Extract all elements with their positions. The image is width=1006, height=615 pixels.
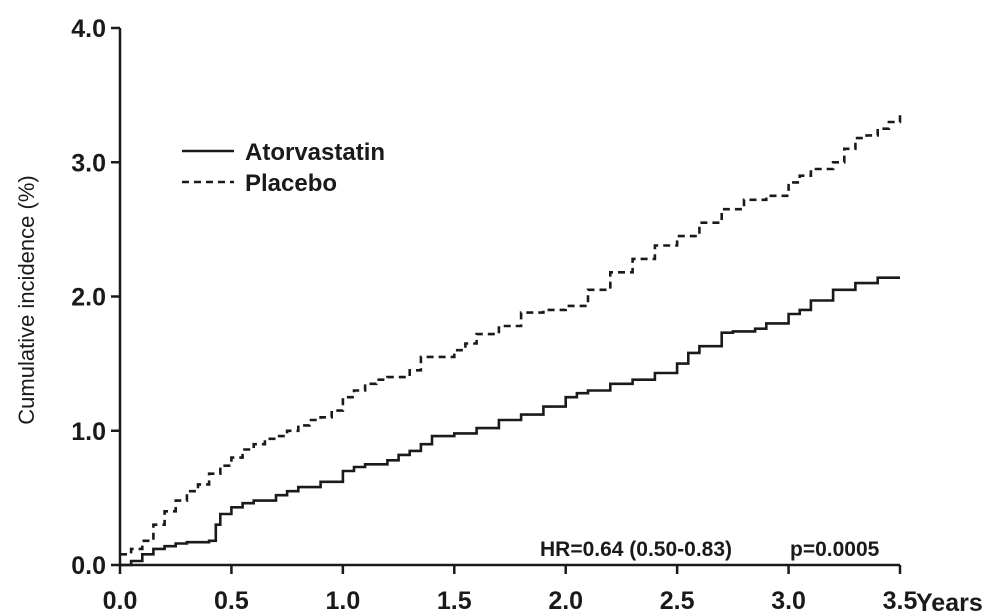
x-tick-label: 0.5: [214, 587, 249, 615]
series-line-placebo: [120, 115, 902, 556]
series-line-atorvastatin: [120, 276, 900, 567]
x-tick-label: 2.0: [548, 587, 583, 615]
y-tick-label: 3.0: [71, 149, 106, 177]
y-tick-label: 0.0: [71, 552, 106, 580]
legend-label-placebo: Placebo: [245, 170, 337, 197]
series-layer: [120, 115, 902, 567]
x-tick-label: 1.5: [437, 587, 472, 615]
x-ticks: 0.0 0.5 1.0 1.5 2.0 2.5 3.0 3.5: [103, 565, 918, 615]
p-value-annotation: p=0.0005: [790, 538, 880, 561]
y-tick-label: 2.0: [71, 284, 106, 312]
y-tick-label: 1.0: [71, 418, 106, 446]
legend-label-atorvastatin: Atorvastatin: [245, 139, 385, 166]
y-ticks: 0.0 1.0 2.0 3.0 4.0: [71, 15, 120, 580]
axes: [118, 28, 900, 567]
x-tick-label: 3.5: [883, 587, 918, 615]
legend: Atorvastatin Placebo: [182, 139, 385, 197]
x-tick-label: 0.0: [103, 587, 138, 615]
x-tick-label: 2.5: [660, 587, 695, 615]
x-axis-title: Years: [916, 589, 983, 615]
y-axis-title: Cumulative incidence (%): [14, 175, 39, 424]
hazard-ratio-annotation: HR=0.64 (0.50-0.83): [540, 538, 732, 561]
x-tick-label: 3.0: [771, 587, 806, 615]
x-tick-label: 1.0: [325, 587, 360, 615]
y-tick-label: 4.0: [71, 15, 106, 43]
